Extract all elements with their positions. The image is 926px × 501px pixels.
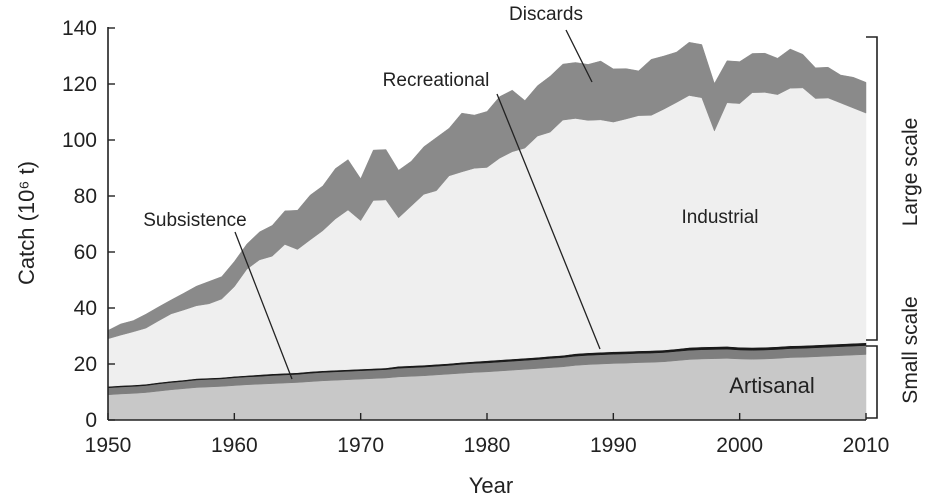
y-tick-label-60: 60 [74,241,97,264]
y-axis-title: Catch (10⁶ t) [14,161,39,285]
subsistence-label: Subsistence [143,210,247,231]
large-scale-label: Large scale [899,118,922,227]
y-tick-label-0: 0 [85,409,97,432]
x-tick-label-1980: 1980 [464,434,511,457]
area-layers [107,42,867,421]
y-tick-label-20: 20 [74,353,97,376]
small-scale-label: Small scale [899,296,922,403]
discards-label: Discards [509,4,583,25]
x-tick-label-2010: 2010 [843,434,890,457]
y-tick-label-40: 40 [74,297,97,320]
x-axis-title: Year [469,473,513,498]
x-tick-label-2000: 2000 [716,434,763,457]
large-scale-bracket [866,36,878,341]
recreational-callout-line [496,93,601,350]
subsistence-callout-line [234,231,293,380]
small-scale-bracket [866,345,878,419]
x-tick-label-1950: 1950 [85,434,132,457]
x-tick-label-1970: 1970 [337,434,384,457]
recreational-label: Recreational [383,70,490,91]
y-tick-label-120: 120 [62,73,97,96]
x-tick-label-1960: 1960 [211,434,258,457]
artisanal-label: Artisanal [729,373,815,398]
industrial-label: Industrial [681,207,758,228]
x-tick-label-1990: 1990 [590,434,637,457]
discards-callout-line [565,29,593,83]
y-tick-label-80: 80 [74,185,97,208]
y-tick-label-140: 140 [62,17,97,40]
y-tick-label-100: 100 [62,129,97,152]
axis-ticks: 1950 1960 1970 1980 1990 2000 2010 0 20 40 60 80 100… [62,17,889,457]
series-area-discards [107,42,867,340]
